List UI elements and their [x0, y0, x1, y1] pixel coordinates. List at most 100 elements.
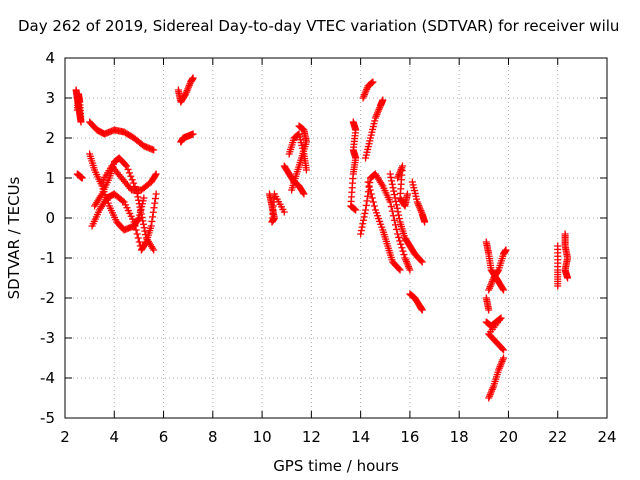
- series-s14: [347, 118, 360, 214]
- data-point: [494, 267, 502, 275]
- series-s29: [561, 230, 572, 282]
- data-point: [127, 172, 135, 180]
- data-point: [364, 178, 372, 186]
- data-point: [130, 179, 138, 187]
- data-point: [500, 346, 508, 354]
- data-point: [352, 206, 360, 214]
- series-s19: [386, 170, 426, 266]
- series-s23: [482, 238, 508, 294]
- data-point: [360, 213, 368, 221]
- data-point: [393, 204, 401, 212]
- data-point: [370, 202, 378, 210]
- y-tick-label: -3: [40, 329, 55, 347]
- data-point: [149, 213, 157, 221]
- series-s10: [265, 190, 288, 226]
- axis-ticks: [64, 57, 608, 419]
- data-point: [369, 78, 377, 86]
- x-tick-label: 8: [208, 428, 218, 446]
- data-point: [399, 247, 407, 255]
- series-s20: [394, 162, 411, 210]
- data-point: [366, 186, 374, 194]
- data-point: [395, 233, 403, 241]
- data-point: [151, 195, 159, 203]
- series-s26: [482, 294, 493, 314]
- data-point: [280, 208, 288, 216]
- data-point: [124, 165, 132, 173]
- x-tick-label: 4: [109, 428, 119, 446]
- data-point: [367, 190, 375, 198]
- data-point: [395, 215, 403, 223]
- data-point: [363, 197, 371, 205]
- x-tick-label: 12: [302, 428, 321, 446]
- series-s8: [174, 74, 197, 106]
- data-point: [299, 189, 307, 197]
- data-point: [132, 226, 140, 234]
- data-point: [498, 345, 506, 353]
- x-tick-label: 2: [60, 428, 70, 446]
- data-point: [362, 206, 370, 214]
- data-point: [394, 208, 402, 216]
- series-s13: [285, 130, 310, 174]
- data-point: [400, 251, 408, 259]
- data-point: [137, 207, 145, 215]
- data-point: [135, 200, 143, 208]
- gridlines: [65, 58, 607, 418]
- x-tick-label: 20: [499, 428, 518, 446]
- data-point: [564, 274, 572, 282]
- x-tick-label: 22: [548, 428, 567, 446]
- data-point: [357, 227, 365, 235]
- series-s6: [88, 190, 160, 254]
- data-point: [189, 74, 197, 82]
- series-s9: [177, 130, 197, 146]
- data-point: [502, 246, 510, 254]
- y-tick-label: 2: [45, 129, 55, 147]
- data-point: [365, 182, 373, 190]
- data-point: [390, 191, 398, 199]
- data-point: [397, 240, 405, 248]
- y-tick-label: 0: [45, 209, 55, 227]
- data-point: [149, 208, 157, 216]
- data-point: [499, 285, 507, 293]
- data-point: [359, 216, 367, 224]
- data-point: [485, 306, 493, 314]
- data-point: [139, 220, 147, 228]
- data-point: [300, 190, 308, 198]
- y-tick-label: -5: [40, 409, 55, 427]
- data-point: [142, 239, 150, 247]
- data-point: [554, 282, 562, 290]
- data-point: [389, 184, 397, 192]
- series-s28: [554, 242, 562, 290]
- data-point: [134, 234, 142, 242]
- data-point: [151, 199, 159, 207]
- plot-frame: [64, 57, 608, 419]
- data-point: [137, 210, 145, 218]
- data-point: [150, 246, 158, 254]
- data-point: [122, 161, 130, 169]
- data-point: [396, 237, 404, 245]
- data-points: [72, 74, 572, 402]
- y-tick-label: 3: [45, 89, 55, 107]
- data-point: [398, 244, 406, 252]
- series-s25: [482, 314, 508, 354]
- y-tick-label: -4: [40, 369, 55, 387]
- y-axis-label: SDTVAR / TECUs: [5, 176, 23, 299]
- data-point: [189, 130, 197, 138]
- data-point: [358, 223, 366, 231]
- x-axis-label: GPS time / hours: [273, 457, 399, 475]
- y-tick-label: -2: [40, 289, 55, 307]
- data-point: [368, 194, 376, 202]
- x-tick-label: 10: [253, 428, 272, 446]
- data-point: [140, 194, 148, 202]
- data-point: [295, 122, 303, 130]
- data-point: [152, 190, 160, 198]
- data-point: [393, 201, 401, 209]
- data-point: [361, 209, 369, 217]
- data-point: [406, 266, 414, 274]
- data-point: [390, 187, 398, 195]
- data-point: [369, 198, 377, 206]
- data-point: [500, 354, 508, 362]
- data-point: [388, 177, 396, 185]
